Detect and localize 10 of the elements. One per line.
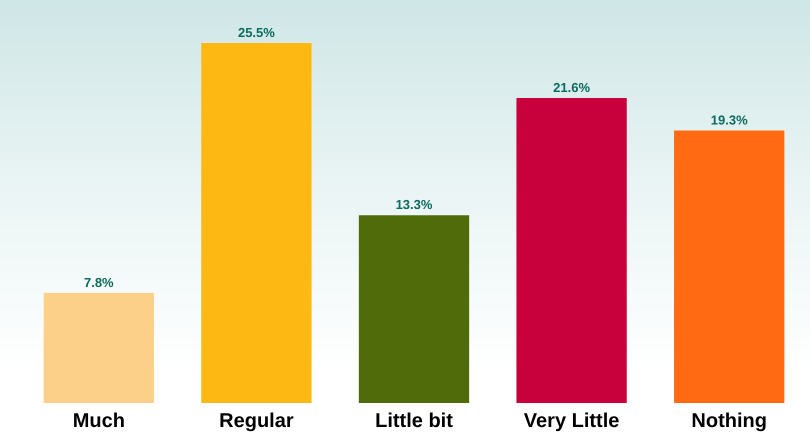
x-tick-label: Little bit [375,410,454,432]
x-tick-label: Nothing [691,410,767,432]
x-tick-label: Much [72,410,125,432]
data-label: 7.8% [84,274,114,290]
data-label: 25.5% [238,25,276,40]
data-label: 13.3% [396,197,433,212]
x-tick-label: Regular [219,410,294,432]
data-label: 21.6% [553,80,590,96]
x-tick-label: Very Little [524,410,620,432]
data-label: 19.3% [710,112,748,128]
